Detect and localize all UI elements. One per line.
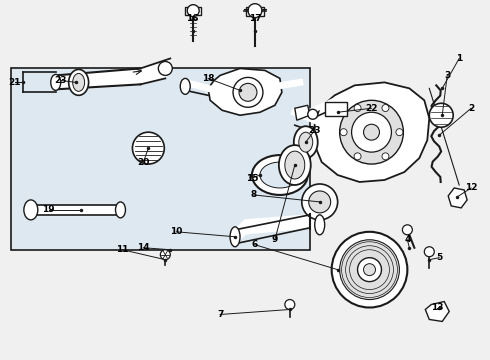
Circle shape bbox=[158, 62, 172, 75]
Ellipse shape bbox=[302, 184, 338, 220]
Text: 16: 16 bbox=[186, 14, 198, 23]
Circle shape bbox=[396, 129, 403, 136]
Text: 13: 13 bbox=[431, 303, 443, 312]
Text: 4: 4 bbox=[404, 235, 411, 244]
Circle shape bbox=[354, 104, 361, 112]
Text: 11: 11 bbox=[116, 245, 129, 254]
Circle shape bbox=[340, 100, 403, 164]
Circle shape bbox=[340, 240, 399, 300]
Circle shape bbox=[364, 264, 375, 276]
Ellipse shape bbox=[315, 215, 325, 235]
Ellipse shape bbox=[260, 162, 300, 188]
Polygon shape bbox=[141, 58, 171, 84]
Text: 12: 12 bbox=[465, 184, 477, 193]
Text: 14: 14 bbox=[137, 243, 150, 252]
Circle shape bbox=[187, 5, 199, 17]
FancyBboxPatch shape bbox=[325, 102, 346, 116]
Circle shape bbox=[332, 232, 407, 307]
Circle shape bbox=[239, 84, 257, 101]
Polygon shape bbox=[235, 215, 325, 244]
Polygon shape bbox=[425, 302, 449, 321]
Ellipse shape bbox=[24, 200, 38, 220]
Text: 21: 21 bbox=[9, 78, 21, 87]
Text: 17: 17 bbox=[248, 14, 261, 23]
Ellipse shape bbox=[294, 126, 318, 158]
Circle shape bbox=[132, 132, 164, 164]
Ellipse shape bbox=[180, 78, 190, 94]
Text: 20: 20 bbox=[137, 158, 149, 167]
Ellipse shape bbox=[230, 227, 240, 247]
Text: 7: 7 bbox=[217, 310, 223, 319]
Text: 5: 5 bbox=[436, 253, 442, 262]
Text: 6: 6 bbox=[252, 240, 258, 249]
Text: 10: 10 bbox=[170, 227, 182, 236]
Ellipse shape bbox=[285, 151, 305, 179]
Polygon shape bbox=[295, 105, 310, 120]
Circle shape bbox=[352, 112, 392, 152]
Text: 23: 23 bbox=[54, 76, 67, 85]
Text: 15: 15 bbox=[245, 174, 258, 183]
Text: 18: 18 bbox=[202, 74, 215, 83]
Circle shape bbox=[308, 109, 318, 119]
Ellipse shape bbox=[252, 155, 308, 195]
Text: 1: 1 bbox=[456, 54, 462, 63]
Ellipse shape bbox=[51, 75, 61, 90]
Circle shape bbox=[248, 4, 262, 18]
Circle shape bbox=[285, 300, 295, 310]
FancyBboxPatch shape bbox=[246, 7, 264, 15]
Circle shape bbox=[402, 225, 413, 235]
FancyBboxPatch shape bbox=[11, 68, 310, 250]
Circle shape bbox=[382, 104, 389, 112]
Ellipse shape bbox=[69, 69, 89, 95]
Circle shape bbox=[354, 153, 361, 160]
FancyBboxPatch shape bbox=[185, 7, 201, 15]
Ellipse shape bbox=[116, 202, 125, 218]
Ellipse shape bbox=[73, 73, 85, 91]
Circle shape bbox=[358, 258, 382, 282]
Circle shape bbox=[364, 124, 379, 140]
Polygon shape bbox=[208, 68, 282, 115]
Ellipse shape bbox=[279, 145, 311, 185]
Circle shape bbox=[160, 250, 171, 260]
Text: 8: 8 bbox=[251, 190, 257, 199]
Text: 2: 2 bbox=[468, 104, 474, 113]
Circle shape bbox=[233, 77, 263, 107]
Polygon shape bbox=[448, 188, 467, 208]
Text: 3: 3 bbox=[444, 71, 450, 80]
Circle shape bbox=[340, 129, 347, 136]
Ellipse shape bbox=[299, 132, 313, 152]
Circle shape bbox=[424, 247, 434, 257]
Text: 22: 22 bbox=[365, 104, 378, 113]
Text: 23: 23 bbox=[309, 126, 321, 135]
Text: 9: 9 bbox=[271, 235, 278, 244]
Polygon shape bbox=[315, 82, 429, 182]
Circle shape bbox=[382, 153, 389, 160]
Ellipse shape bbox=[309, 191, 331, 213]
Circle shape bbox=[429, 103, 453, 127]
Text: 19: 19 bbox=[43, 206, 55, 215]
